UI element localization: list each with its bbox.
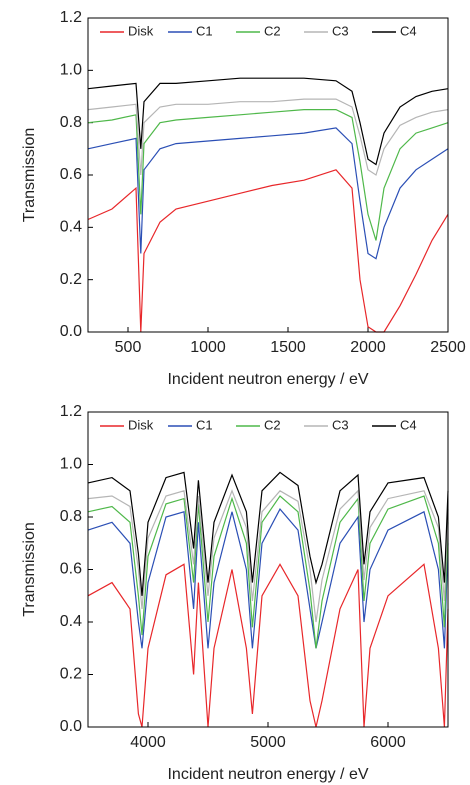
y-tick-label: 1.2 xyxy=(60,9,82,26)
x-axis-label: Incident neutron energy / eV xyxy=(167,766,368,783)
legend-label: Disk xyxy=(128,417,154,432)
x-tick-label: 4000 xyxy=(130,734,166,751)
y-tick-label: 1.2 xyxy=(60,403,82,420)
legend-label: C2 xyxy=(264,417,281,432)
x-tick-label: 2000 xyxy=(350,339,386,356)
y-tick-label: 0.4 xyxy=(60,613,82,630)
x-tick-label: 500 xyxy=(115,339,142,356)
x-axis-label: Incident neutron energy / eV xyxy=(167,371,368,388)
series-line xyxy=(87,471,449,596)
series-line xyxy=(87,495,449,649)
legend-label: C1 xyxy=(196,23,213,38)
series-line xyxy=(87,77,449,166)
plot-frame xyxy=(87,17,449,333)
legend-label: C1 xyxy=(196,417,213,432)
series-line xyxy=(87,563,449,728)
legend-label: C4 xyxy=(400,417,417,432)
legend-label: C3 xyxy=(332,417,349,432)
legend-label: C3 xyxy=(332,23,349,38)
series-line xyxy=(87,98,449,176)
legend-label: Disk xyxy=(128,23,154,38)
y-tick-label: 0.6 xyxy=(60,561,82,578)
y-tick-label: 0.2 xyxy=(60,271,82,288)
series-line xyxy=(87,127,449,260)
y-axis-label: Transmission xyxy=(21,128,38,223)
series-line xyxy=(87,508,449,649)
y-axis-label: Transmission xyxy=(21,522,38,617)
y-tick-label: 0.0 xyxy=(60,718,82,735)
x-tick-label: 5000 xyxy=(250,734,286,751)
series-line xyxy=(87,169,449,333)
legend-label: C4 xyxy=(400,23,417,38)
plot-frame xyxy=(87,411,449,728)
x-tick-label: 1500 xyxy=(270,339,306,356)
y-tick-label: 1.0 xyxy=(60,456,82,473)
series-line xyxy=(87,109,449,241)
y-tick-label: 0.4 xyxy=(60,219,82,236)
x-tick-label: 1000 xyxy=(190,339,226,356)
y-tick-label: 1.0 xyxy=(60,62,82,79)
series-line xyxy=(87,489,449,623)
y-tick-label: 0.8 xyxy=(60,114,82,131)
y-tick-label: 0.6 xyxy=(60,166,82,183)
y-tick-label: 0.0 xyxy=(60,323,82,340)
y-tick-label: 0.2 xyxy=(60,666,82,683)
y-tick-label: 0.8 xyxy=(60,508,82,525)
x-tick-label: 2500 xyxy=(430,339,466,356)
x-tick-label: 6000 xyxy=(370,734,406,751)
legend-label: C2 xyxy=(264,23,281,38)
